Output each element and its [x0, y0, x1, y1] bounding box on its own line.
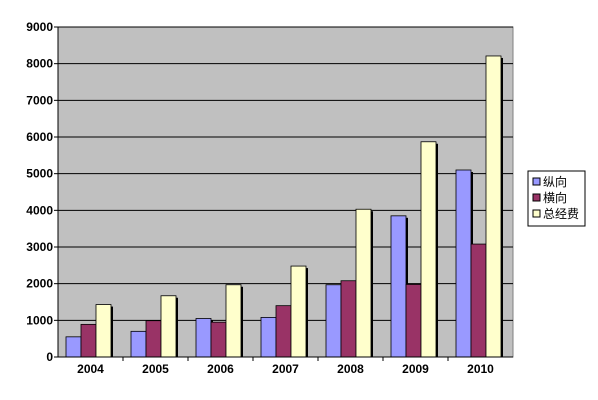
x-tick-label: 2010: [467, 362, 494, 376]
bar-2005-0: [130, 330, 147, 358]
x-tick-label: 2005: [142, 362, 169, 376]
x-tick-labels: 2004 2005 2006 2007 2008 2009 2010: [77, 357, 494, 376]
bar-2009-1: [405, 283, 422, 358]
y-tick-label: 0: [46, 350, 53, 364]
y-tick-label: 6000: [26, 130, 53, 144]
bar-2004-0: [65, 336, 82, 358]
bar-2010-0: [455, 169, 472, 358]
bar-2005-2: [160, 295, 177, 358]
y-tick-label: 1000: [26, 313, 53, 327]
legend-swatch: [532, 193, 541, 202]
x-tick-label: 2008: [337, 362, 364, 376]
legend-swatch: [532, 177, 541, 186]
y-tick-label: 4000: [26, 203, 53, 217]
y-tick-label: 8000: [26, 57, 53, 71]
y-tick-label: 9000: [26, 20, 53, 34]
bar-2006-2: [225, 284, 242, 358]
bar-2010-1: [470, 243, 487, 358]
bar-2008-0: [325, 284, 342, 358]
y-tick-label: 3000: [26, 240, 53, 254]
legend-label: 总经费: [543, 207, 579, 221]
bars: [65, 55, 503, 358]
bar-2007-1: [275, 305, 292, 358]
bar-2004-1: [80, 323, 97, 358]
y-tick-label: 2000: [26, 277, 53, 291]
x-tick-label: 2007: [272, 362, 299, 376]
bar-2007-2: [290, 265, 307, 358]
y-tick-label: 7000: [26, 93, 53, 107]
bar-2007-0: [260, 316, 277, 358]
bar-2004-2: [95, 304, 112, 358]
bar-2006-0: [195, 318, 212, 358]
y-tick-labels: 0 1000 2000 3000 4000 5000 6000 7000 8000 9000: [26, 20, 53, 364]
y-tick-label: 5000: [26, 167, 53, 181]
bar-2009-0: [390, 215, 407, 358]
x-tick-label: 2006: [207, 362, 234, 376]
bar-2008-2: [355, 208, 372, 358]
bar-2008-1: [340, 280, 357, 358]
x-tick-label: 2004: [77, 362, 104, 376]
legend-label: 纵向: [543, 174, 567, 189]
legend-swatch: [532, 209, 541, 218]
x-tick-label: 2009: [402, 362, 429, 376]
bar-2010-2: [485, 55, 502, 358]
legend-label: 横向: [543, 190, 567, 205]
bar-2009-2: [420, 141, 437, 358]
bar-2005-1: [145, 320, 162, 358]
bar-2006-1: [210, 321, 227, 358]
